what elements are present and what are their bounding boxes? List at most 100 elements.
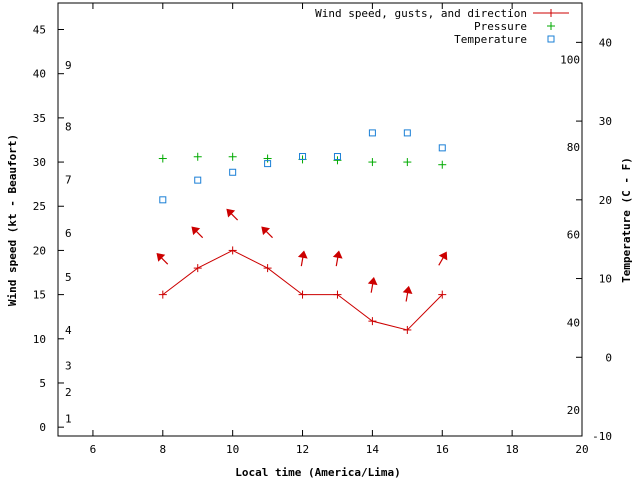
fahrenheit-label: 20 [567, 404, 580, 417]
wind-direction-arrow [367, 277, 378, 293]
y2-axis-ticks: -10 0 10 20 30 40 [576, 36, 612, 443]
temperature-point [159, 196, 167, 204]
x-axis-ticks: 6 8 10 12 14 16 18 20 [90, 3, 589, 456]
wind-direction-arrow [191, 226, 204, 239]
beaufort-label: 9 [65, 59, 72, 72]
arrow-head [261, 226, 271, 236]
y-axis-label: Wind speed (kt - Beaufort) [6, 134, 19, 306]
legend: Wind speed, gusts, and directionPressure… [315, 7, 569, 46]
beaufort-label: 1 [65, 412, 72, 425]
y2-tick-label: 10 [599, 273, 612, 286]
beaufort-label: 4 [65, 324, 72, 337]
beaufort-scale-labels: 1 2 3 4 5 6 7 8 9 [65, 59, 72, 425]
y-tick-label: 5 [39, 377, 46, 390]
wind-speed-point [403, 325, 412, 334]
x-tick-label: 6 [90, 443, 97, 456]
pressure-point [333, 156, 342, 165]
y-tick-label: 45 [33, 24, 46, 37]
arrow-head [367, 277, 378, 286]
wind-speed-point [298, 290, 307, 299]
fahrenheit-label: 60 [567, 228, 580, 241]
wind-direction-arrow [438, 251, 448, 266]
y2-tick-label: 20 [599, 194, 612, 207]
temperature-point [333, 153, 341, 161]
arrow-head [191, 226, 201, 236]
legend-marker [547, 22, 555, 30]
wind-direction-arrow [402, 285, 413, 302]
arrow-head [332, 250, 343, 259]
y2-tick-label: 0 [605, 351, 612, 364]
y-tick-label: 20 [33, 244, 46, 257]
temperature-point [438, 144, 446, 152]
x-tick-label: 14 [366, 443, 380, 456]
legend-marker [547, 35, 555, 43]
wind-direction-arrow [226, 208, 239, 221]
wind-direction-arrow [261, 226, 273, 239]
pressure-point [228, 152, 237, 161]
arrow-head [156, 252, 166, 262]
temperature-point [299, 153, 307, 161]
fahrenheit-label: 80 [567, 141, 580, 154]
temperature-point [403, 129, 411, 137]
y-tick-label: 25 [33, 200, 46, 213]
pressure-point [263, 154, 272, 163]
pressure-point [158, 154, 167, 163]
pressure-point [368, 158, 377, 167]
beaufort-label: 6 [65, 227, 72, 240]
x-tick-label: 8 [159, 443, 166, 456]
temperature-point [229, 168, 237, 176]
plot-border [57, 2, 583, 437]
y2-tick-label: -10 [592, 430, 612, 443]
temperature-point [264, 160, 272, 168]
fahrenheit-label: 100 [560, 54, 580, 67]
arrow-head [402, 285, 413, 294]
wind-direction-arrow [297, 250, 308, 267]
arrow-head [226, 208, 236, 218]
legend-marker [547, 9, 555, 17]
wind-speed-point [263, 264, 272, 273]
beaufort-label: 5 [65, 271, 72, 284]
temperature-point [194, 176, 202, 184]
wind-speed-point [438, 290, 447, 299]
beaufort-label: 8 [65, 121, 72, 134]
legend-label: Pressure [474, 20, 527, 33]
y-tick-label: 10 [33, 333, 46, 346]
fahrenheit-scale-labels: 20 40 60 80 100 [560, 54, 580, 417]
y-tick-label: 15 [33, 289, 46, 302]
plot-frame [57, 2, 583, 437]
temperature-point [368, 129, 376, 137]
y2-tick-label: 40 [599, 36, 612, 49]
arrow-head [297, 250, 308, 259]
series-layer [156, 129, 448, 334]
beaufort-label: 2 [65, 386, 72, 399]
wind-speed-point [333, 290, 342, 299]
pressure-point [403, 158, 412, 167]
wind-direction-arrow [156, 252, 169, 265]
pressure-point [438, 160, 447, 169]
x-axis-label: Local time (America/Lima) [235, 466, 401, 479]
arrow-head [438, 251, 448, 261]
x-tick-label: 10 [226, 443, 239, 456]
y2-tick-label: 30 [599, 115, 612, 128]
x-tick-label: 12 [296, 443, 309, 456]
x-tick-label: 18 [506, 443, 519, 456]
y-axis-ticks: 0 5 10 15 20 25 30 35 40 45 [33, 24, 64, 434]
legend-label: Temperature [454, 33, 527, 46]
y-tick-label: 40 [33, 68, 46, 81]
legend-label: Wind speed, gusts, and direction [315, 7, 527, 20]
wind-speed-point [193, 264, 202, 273]
wind-speed-point [158, 290, 167, 299]
y-tick-label: 0 [39, 421, 46, 434]
fahrenheit-label: 40 [567, 317, 580, 330]
y2-axis-label: Temperature (C - F) [620, 157, 633, 283]
y-tick-label: 30 [33, 156, 46, 169]
y-tick-label: 35 [33, 112, 46, 125]
beaufort-label: 7 [65, 174, 72, 187]
x-tick-label: 20 [575, 443, 588, 456]
wind-speed-point [368, 317, 377, 326]
wind-speed-point [228, 246, 237, 255]
pressure-point [193, 152, 202, 161]
x-tick-label: 16 [436, 443, 449, 456]
beaufort-label: 3 [65, 359, 72, 372]
